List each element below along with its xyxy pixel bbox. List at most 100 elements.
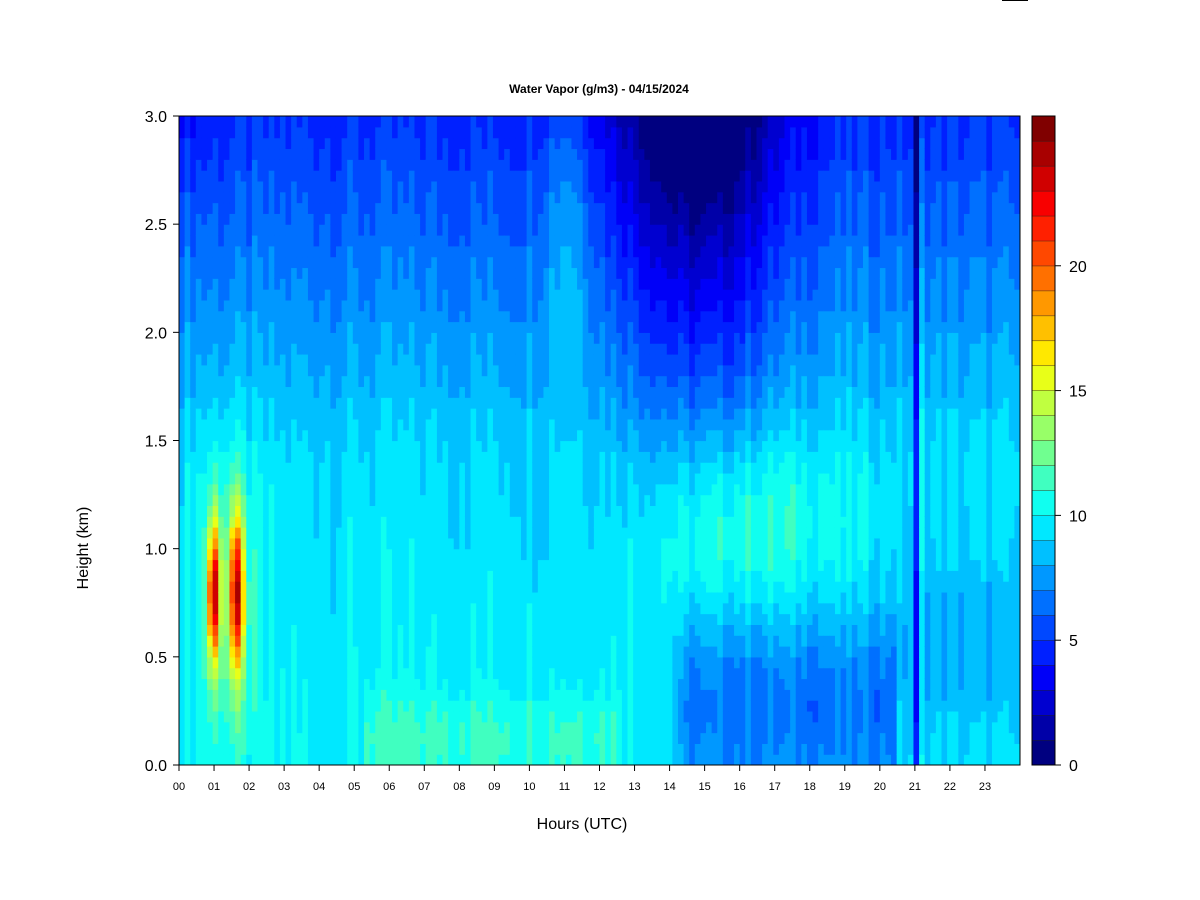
heatmap-cell [352, 548, 360, 561]
heatmap-cell [392, 602, 399, 615]
heatmap-cell [515, 635, 522, 647]
heatmap-cell [476, 721, 483, 734]
heatmap-cell [560, 537, 567, 550]
heatmap-cell [408, 537, 416, 550]
heatmap-cell [504, 343, 511, 355]
heatmap-cell [481, 602, 488, 615]
heatmap-cell [190, 386, 197, 398]
heatmap-cell [526, 743, 533, 755]
heatmap-cell [526, 234, 533, 247]
heatmap-cell [476, 267, 483, 279]
heatmap-cell [380, 656, 388, 669]
heatmap-cell [593, 397, 601, 409]
heatmap-cell [263, 656, 270, 669]
heatmap-cell [577, 743, 584, 755]
heatmap-cell [464, 126, 472, 139]
heatmap-cell [403, 483, 410, 496]
heatmap-cell [364, 159, 371, 171]
heatmap-cell [582, 646, 589, 658]
corner-mark [1002, 0, 1028, 1]
heatmap-cell [319, 635, 326, 647]
heatmap-cell [414, 613, 421, 625]
heatmap-cell [487, 429, 494, 442]
heatmap-cell [296, 332, 303, 344]
heatmap-cell [279, 429, 287, 442]
heatmap-cell [375, 472, 382, 485]
heatmap-cell [207, 137, 214, 150]
heatmap-cell [352, 527, 360, 539]
heatmap-cell [470, 559, 477, 571]
heatmap-cell [504, 505, 511, 517]
heatmap-cell [644, 624, 651, 636]
heatmap-cell [487, 256, 494, 269]
heatmap-cell [313, 159, 320, 171]
heatmap-cell [330, 170, 337, 182]
heatmap-cell [408, 386, 416, 398]
heatmap-cell [577, 537, 584, 550]
heatmap-cell [442, 224, 449, 236]
heatmap-cell [543, 624, 550, 636]
heatmap-cell [425, 570, 432, 582]
heatmap-cell [476, 364, 483, 377]
heatmap-cell [509, 224, 516, 236]
heatmap-cell [464, 667, 472, 680]
heatmap-cell [582, 310, 589, 323]
heatmap-cell [414, 602, 421, 615]
heatmap-cell [364, 202, 371, 214]
heatmap-cell [599, 202, 606, 214]
heatmap-cell [464, 591, 472, 604]
heatmap-cell [263, 137, 270, 150]
heatmap-cell [330, 700, 337, 712]
heatmap-cell [369, 126, 376, 139]
heatmap-cell [358, 408, 365, 420]
heatmap-cell [453, 548, 460, 561]
heatmap-cell [358, 656, 365, 669]
heatmap-cell [364, 180, 371, 193]
heatmap-cell [633, 418, 640, 431]
heatmap-cell [436, 472, 444, 485]
heatmap-cell [285, 375, 292, 388]
heatmap-cell [588, 202, 595, 214]
heatmap-cell [257, 591, 264, 604]
heatmap-cell [335, 527, 343, 539]
heatmap-cell [285, 451, 292, 463]
heatmap-cell [588, 721, 595, 734]
heatmap-cell [223, 689, 231, 701]
heatmap-cell [532, 278, 539, 290]
heatmap-cell [403, 429, 410, 442]
heatmap-cell [279, 126, 287, 139]
heatmap-cell [375, 278, 382, 290]
heatmap-cell [420, 213, 427, 225]
heatmap-cell [307, 278, 315, 290]
heatmap-cell [207, 267, 214, 279]
heatmap-cell [291, 299, 298, 312]
heatmap-cell [464, 310, 472, 323]
heatmap-cell [605, 516, 612, 528]
heatmap-cell [218, 537, 225, 550]
heatmap-cell [229, 754, 236, 765]
heatmap-cell [190, 116, 197, 128]
heatmap-cell [616, 721, 623, 734]
heatmap-cell [605, 310, 612, 323]
heatmap-cell [319, 310, 326, 323]
heatmap-cell [543, 256, 550, 269]
heatmap-cell [324, 527, 331, 539]
heatmap-cell [565, 418, 573, 431]
heatmap-cell [543, 646, 550, 658]
heatmap-cell [251, 256, 259, 269]
heatmap-cell [257, 245, 264, 258]
heatmap-cell [291, 483, 298, 496]
heatmap-cell [549, 754, 556, 765]
heatmap-cell [296, 180, 303, 193]
heatmap-cell [201, 386, 208, 398]
heatmap-cell [347, 170, 354, 182]
heatmap-cell [207, 126, 214, 139]
heatmap-cell [179, 505, 186, 517]
heatmap-cell [397, 451, 404, 463]
heatmap-cell [223, 678, 231, 690]
heatmap-cell [554, 278, 561, 290]
heatmap-cell [375, 613, 382, 625]
heatmap-cell [358, 527, 365, 539]
heatmap-cell [240, 451, 247, 463]
heatmap-cell [296, 137, 303, 150]
